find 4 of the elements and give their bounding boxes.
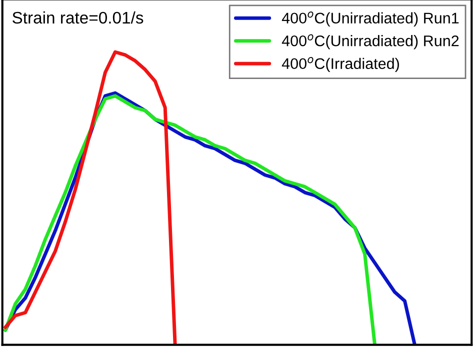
legend-label: 400$^{o}$C(Unirradiated) Run1 <box>282 12 459 27</box>
legend-label: 400$^{o}$C(Unirradiated) Run2 <box>282 34 459 50</box>
text: Strain rate=0.01/s <box>12 11 144 24</box>
legend-label: 400$^{o}$C(Irradiated) <box>282 57 399 72</box>
